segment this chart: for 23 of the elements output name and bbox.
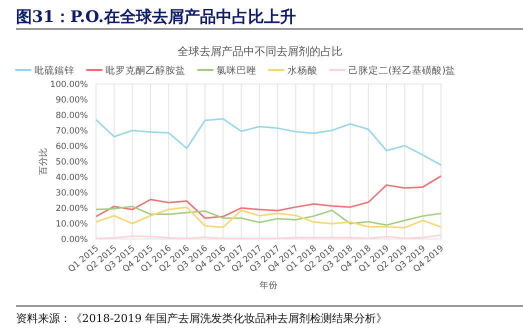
legend-label: 水杨酸 xyxy=(287,64,318,76)
legend-label: 吡硫鎓锌 xyxy=(34,64,74,76)
chart-subtitle: 全球去屑产品中不同去屑剂的占比 xyxy=(178,45,342,58)
y-tick-label: 100.00% xyxy=(50,80,88,90)
y-tick-label: 50.00% xyxy=(56,158,88,168)
y-axis-title: 百分比 xyxy=(38,148,49,175)
legend-label: 吡罗克酮乙醇胺盐 xyxy=(105,64,186,76)
y-tick-label: 80.00% xyxy=(56,111,88,121)
line-series xyxy=(95,118,442,166)
y-tick-label: 0.00% xyxy=(60,235,88,245)
legend-label: 氯咪巴唑 xyxy=(216,64,256,76)
y-tick-label: 90.00% xyxy=(56,96,88,106)
line-series xyxy=(95,175,442,219)
y-tick-label: 30.00% xyxy=(56,188,88,198)
y-tick-label: 40.00% xyxy=(56,173,88,183)
y-tick-label: 70.00% xyxy=(56,126,88,136)
y-tick-label: 60.00% xyxy=(56,142,88,152)
text: 资料来源：《2018-2019 年国产去屑洗发类化妆品种去屑剂检测结果分析》 xyxy=(16,312,388,325)
y-tick-label: 20.00% xyxy=(56,204,88,214)
legend-label: 己脒定二(羟乙基磺酸)盐 xyxy=(348,64,456,76)
x-axis-title: 年份 xyxy=(260,280,278,291)
y-tick-label: 10.00% xyxy=(56,220,88,230)
chart-title: 图31：P.O.在全球去屑产品中占比上升 xyxy=(16,7,296,26)
